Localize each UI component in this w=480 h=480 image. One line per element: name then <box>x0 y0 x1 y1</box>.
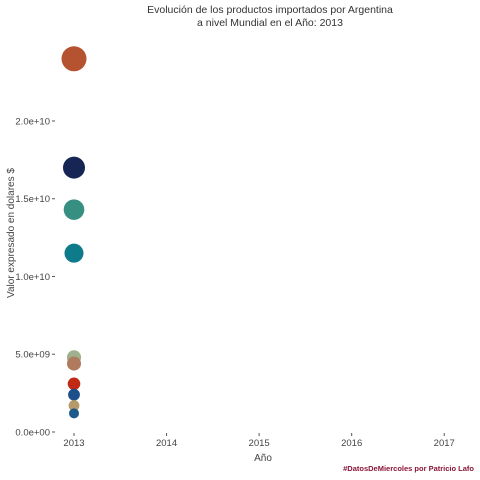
y-tick-label: 5.0e+09 <box>15 350 50 361</box>
x-tick-label: 2014 <box>156 438 177 449</box>
y-axis-label: Valor expresado en dolares $ <box>6 168 17 298</box>
y-tick-label: 1.0e+10 <box>15 272 50 283</box>
chart-title-line-2: a nivel Mundial en el Año: 2013 <box>197 17 343 29</box>
x-tick-label: 2013 <box>63 438 84 449</box>
data-point <box>68 400 80 411</box>
y-tick-label: 2.0e+10 <box>15 116 50 127</box>
data-point <box>68 388 80 401</box>
y-axis: 0.0e+00 5.0e+09 1.0e+10 1.5e+10 2.0e+10 <box>15 116 55 439</box>
data-point <box>61 46 87 72</box>
chart-caption: #DatosDeMiercoles por Patricio Lafo <box>343 464 474 473</box>
data-point <box>67 356 81 371</box>
chart-title-line-1: Evolución de los productos importados po… <box>147 4 393 16</box>
data-point <box>67 377 81 391</box>
data-point <box>63 199 85 220</box>
y-tick-label: 0.0e+00 <box>15 428 50 439</box>
data-point <box>63 156 85 179</box>
x-tick-label: 2015 <box>249 438 270 449</box>
x-axis: 2013 2014 2015 2016 2017 <box>63 433 455 449</box>
data-point <box>64 243 84 263</box>
data-point <box>69 408 79 419</box>
x-axis-label: Año <box>254 453 272 464</box>
x-tick-label: 2017 <box>434 438 455 449</box>
data-points <box>61 46 87 419</box>
x-tick-label: 2016 <box>341 438 362 449</box>
y-tick-label: 1.5e+10 <box>15 194 50 205</box>
